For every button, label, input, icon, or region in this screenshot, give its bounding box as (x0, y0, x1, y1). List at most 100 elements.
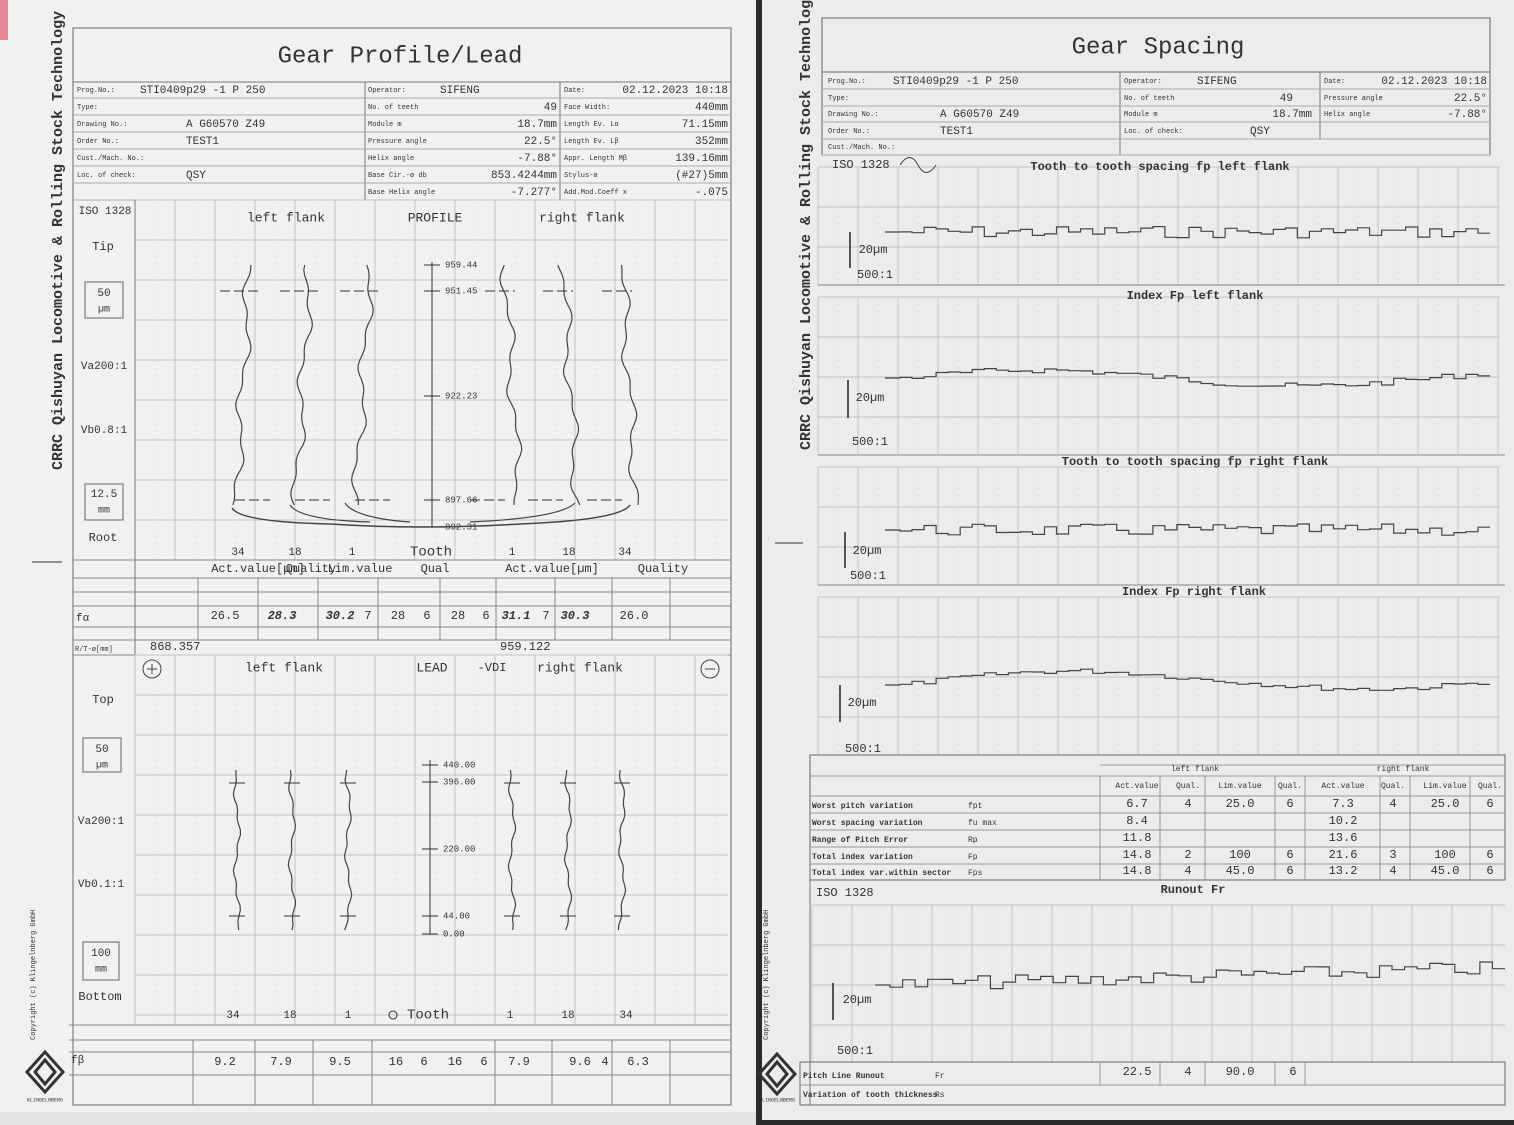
text: Tooth (407, 1008, 449, 1024)
text: -VDI (478, 661, 507, 675)
field-label: Module m (368, 121, 402, 129)
text: 34 (226, 1010, 240, 1022)
box (84, 281, 124, 319)
minus-symbol (700, 659, 720, 679)
text: 13.6 (1329, 831, 1358, 845)
text: right flank (539, 210, 625, 225)
field-value: 49 (544, 102, 557, 114)
text: 0.00 (443, 929, 465, 939)
field-value: (#27)5mm (675, 170, 728, 182)
text: 18 (283, 1010, 296, 1022)
text: 6 (1286, 864, 1293, 878)
text: 9.6 (569, 1055, 591, 1069)
text: 45.0 (1431, 864, 1460, 878)
text: 6 (482, 609, 489, 623)
text: Va200:1 (81, 361, 128, 373)
text: Lim.value (1218, 782, 1261, 791)
field-value: 22.5° (524, 136, 557, 148)
text: 897.66 (445, 495, 477, 505)
text: Range of Pitch Error (812, 836, 908, 845)
text: Vb0.1:1 (78, 879, 125, 891)
text: Tooth to tooth spacing fp left flank (1030, 160, 1289, 174)
field-label: Type: (77, 104, 98, 112)
text: 28.3 (268, 609, 297, 623)
text: 50 (97, 288, 110, 300)
text: 20µm (848, 696, 877, 710)
trace (343, 769, 353, 931)
text: fβ (71, 1055, 85, 1067)
text: Lim.value (328, 562, 393, 576)
text: Bottom (78, 990, 121, 1004)
field-value: STI0409p29 -1 P 250 (140, 85, 265, 97)
text: 90.0 (1226, 1065, 1255, 1079)
field-label: No. of teeth (1124, 95, 1174, 103)
field-label: Helix angle (1324, 111, 1370, 119)
trace (557, 264, 581, 506)
text: 2 (1184, 848, 1191, 862)
text: Rs (935, 1091, 945, 1100)
brand: KLINGELNBERG (759, 1097, 795, 1103)
text: 18 (562, 547, 575, 559)
text: 7.9 (270, 1055, 292, 1069)
company-name: CRRC Qishuyan Locomotive & Rolling Stock… (50, 11, 67, 470)
text: 4 (1389, 864, 1396, 878)
trace (231, 504, 631, 528)
text: 34 (618, 547, 632, 559)
box (82, 737, 122, 773)
text: 7 (542, 609, 549, 623)
text: 13.2 (1329, 864, 1358, 878)
text: 396.00 (443, 777, 475, 787)
field-value: -.075 (695, 187, 728, 199)
text: Fps (968, 869, 983, 878)
field-value: SIFENG (440, 85, 480, 97)
text: 16 (448, 1055, 462, 1069)
text: Total index variation (812, 853, 913, 862)
text: 28 (451, 609, 465, 623)
field-label: Helix angle (368, 155, 414, 163)
field-value: QSY (186, 170, 206, 182)
text: 9.2 (214, 1055, 236, 1069)
field-value: TEST1 (186, 136, 219, 148)
trace (620, 264, 640, 506)
text: 20µm (856, 391, 885, 405)
plus-symbol (142, 659, 162, 679)
brand: KLINGELNBERG (27, 1097, 63, 1103)
text: 31.1 (502, 609, 531, 623)
text: 959.44 (445, 260, 477, 270)
field-value: 02.12.2023 10:18 (622, 85, 728, 97)
text: LEAD (416, 660, 447, 675)
text: 220.00 (443, 844, 475, 854)
text: 11.8 (1123, 831, 1152, 845)
text: 951.45 (445, 286, 477, 296)
text: 45.0 (1226, 864, 1255, 878)
text: Fr (935, 1072, 945, 1081)
field-value: QSY (1250, 126, 1270, 138)
text: 100 (1229, 848, 1251, 862)
text: 18 (561, 1010, 574, 1022)
text: left flank (247, 210, 325, 225)
text: 7 (364, 609, 371, 623)
field-label: Order No.: (77, 138, 119, 146)
field-label: Loc. of check: (1124, 128, 1183, 136)
text: R/T-ø[mm] (75, 646, 113, 654)
footer-table (799, 1061, 1506, 1106)
trace (885, 226, 1490, 239)
trace (287, 769, 297, 931)
field-label: Operator: (1124, 78, 1162, 86)
text: 1 (509, 547, 516, 559)
trace (232, 264, 252, 506)
field-value: 139.16mm (675, 153, 728, 165)
trace (885, 523, 1490, 536)
text: 922.23 (445, 391, 477, 401)
field-label: Type: (828, 95, 849, 103)
text: 34 (231, 547, 245, 559)
text: 8.4 (1126, 814, 1148, 828)
text: 6 (420, 1055, 427, 1069)
field-label: No. of teeth (368, 104, 418, 112)
text: Lim.value (1423, 782, 1466, 791)
text: 500:1 (857, 268, 893, 282)
trace (507, 769, 517, 931)
left-paper (0, 0, 756, 1112)
text: Quality (286, 562, 336, 576)
